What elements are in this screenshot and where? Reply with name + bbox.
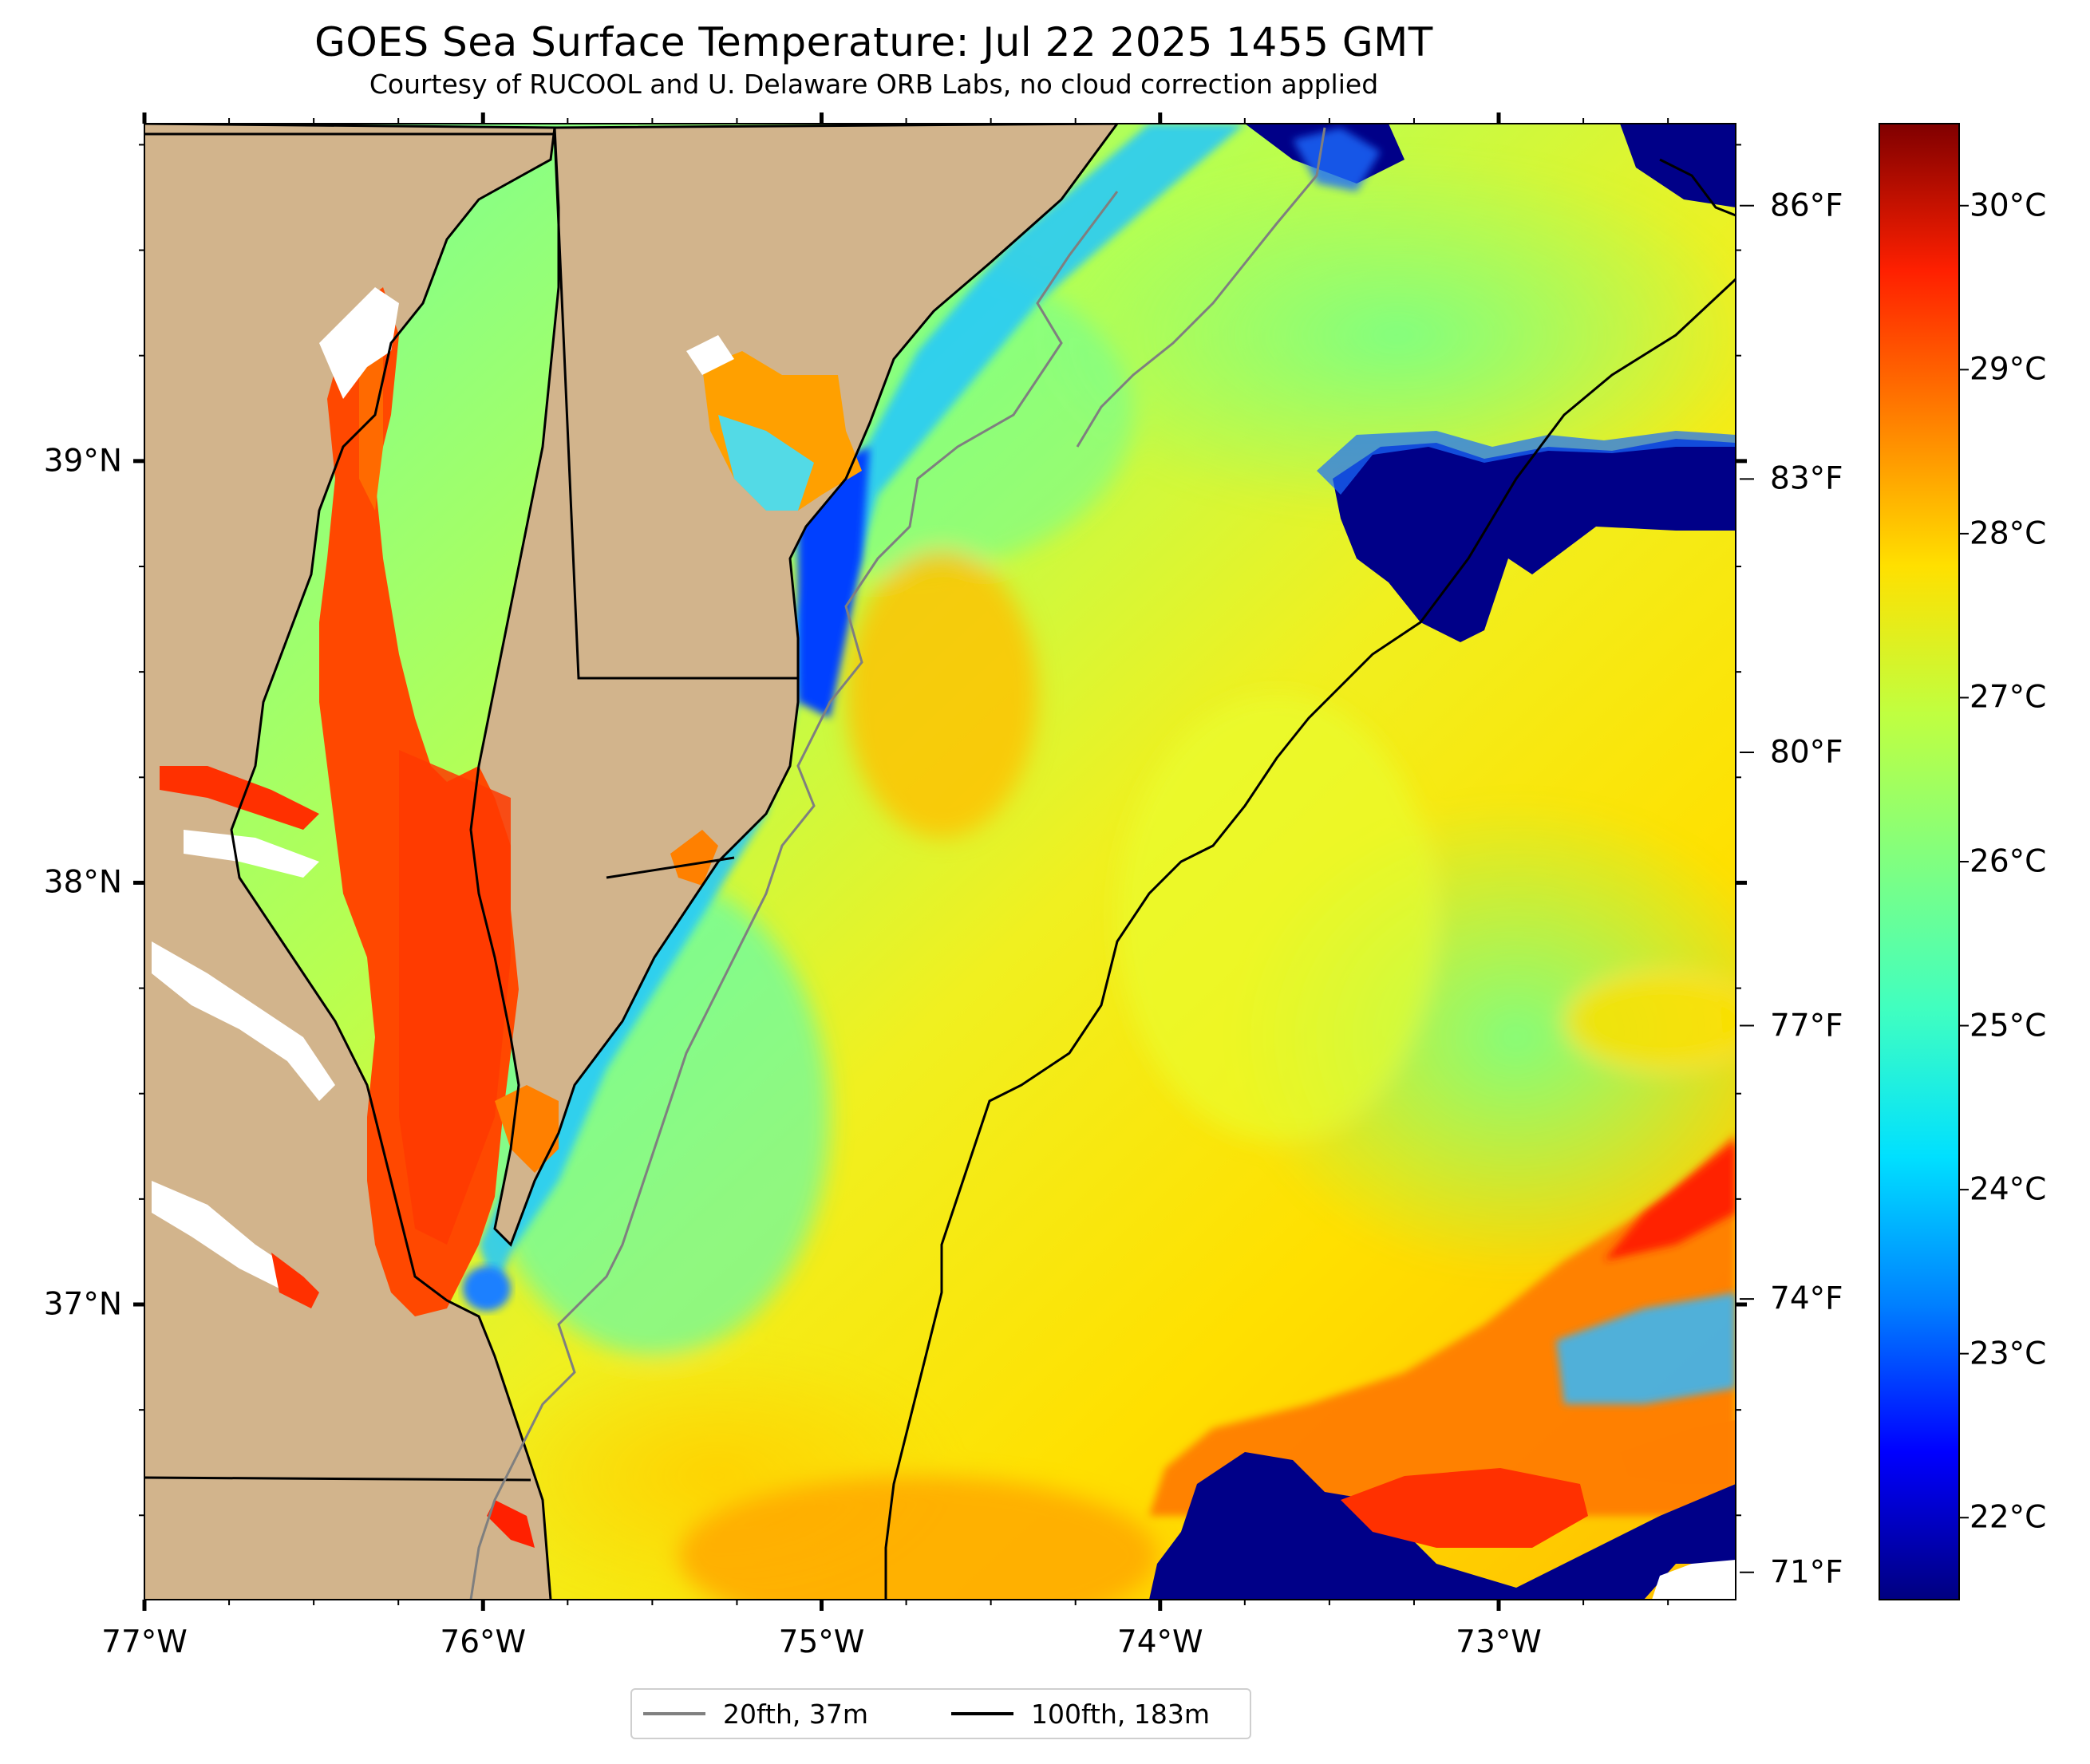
fahrenheit-label: 71°F <box>1770 1554 1843 1591</box>
celsius-label: 29°C <box>1969 351 2047 388</box>
legend-item-20fth: 20fth, 37m <box>643 1690 868 1738</box>
celsius-label: 30°C <box>1969 187 2047 224</box>
page-title: GOES Sea Surface Temperature: Jul 22 202… <box>314 19 1433 65</box>
longitude-label: 76°W <box>440 1624 527 1660</box>
celsius-label: 28°C <box>1969 515 2047 552</box>
page-subtitle: Courtesy of RUCOOL and U. Delaware ORB L… <box>369 69 1379 100</box>
longitude-label: 75°W <box>778 1624 865 1660</box>
longitude-label: 77°W <box>101 1624 188 1660</box>
latitude-label: 38°N <box>43 864 122 901</box>
legend-item-100fth: 100fth, 183m <box>951 1690 1210 1738</box>
celsius-label: 25°C <box>1969 1008 2047 1044</box>
longitude-label: 73°W <box>1456 1624 1542 1660</box>
legend-label: 100fth, 183m <box>1031 1698 1210 1730</box>
celsius-label: 23°C <box>1969 1336 2047 1372</box>
celsius-label: 27°C <box>1969 679 2047 716</box>
sst-field <box>144 124 1736 1600</box>
fahrenheit-label: 74°F <box>1770 1281 1843 1317</box>
fahrenheit-label: 80°F <box>1770 734 1843 771</box>
map-frame <box>144 123 1736 1600</box>
celsius-label: 24°C <box>1969 1171 2047 1208</box>
fahrenheit-label: 77°F <box>1770 1008 1843 1044</box>
legend-label: 20fth, 37m <box>723 1698 868 1730</box>
fahrenheit-label: 83°F <box>1770 460 1843 497</box>
gray-line-swatch <box>643 1712 705 1715</box>
black-line-swatch <box>951 1712 1013 1715</box>
latitude-label: 37°N <box>43 1286 122 1323</box>
longitude-label: 74°W <box>1116 1624 1203 1660</box>
fahrenheit-label: 86°F <box>1770 187 1843 224</box>
isobath-legend: 20fth, 37m 100fth, 183m <box>630 1688 1251 1739</box>
latitude-label: 39°N <box>43 443 122 479</box>
celsius-label: 22°C <box>1969 1499 2047 1536</box>
colorbar <box>1879 123 1960 1600</box>
celsius-label: 26°C <box>1969 843 2047 880</box>
